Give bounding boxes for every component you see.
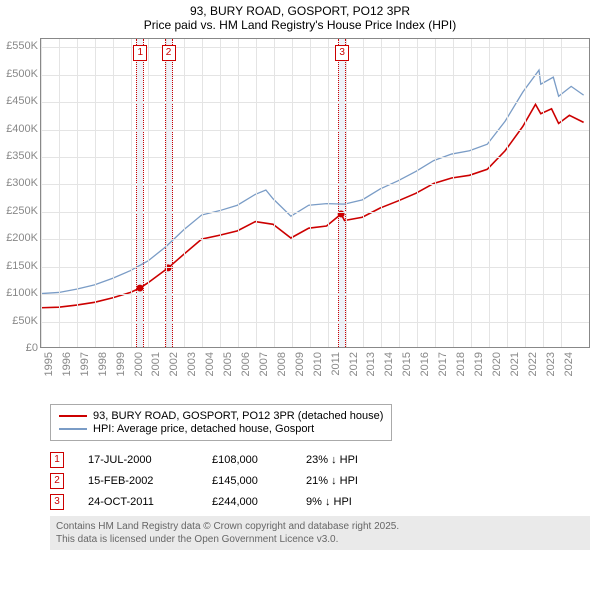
legend-swatch (59, 415, 87, 417)
y-tick-label: £550K (0, 40, 38, 52)
series-line-price_paid (41, 104, 584, 307)
sales-row: 3 24-OCT-2011 £244,000 9% ↓ HPI (50, 494, 600, 510)
y-tick-label: £300K (0, 177, 38, 189)
sales-row: 1 17-JUL-2000 £108,000 23% ↓ HPI (50, 452, 600, 468)
y-tick-label: £500K (0, 68, 38, 80)
sale-marker-label: 3 (335, 45, 349, 61)
sales-row: 2 15-FEB-2002 £145,000 21% ↓ HPI (50, 473, 600, 489)
sales-num-box: 3 (50, 494, 64, 510)
legend-item: HPI: Average price, detached house, Gosp… (59, 423, 383, 435)
sales-date: 17-JUL-2000 (88, 454, 188, 466)
y-tick-label: £200K (0, 232, 38, 244)
plot-area: 12 3 (40, 38, 590, 348)
sales-diff: 21% ↓ HPI (306, 475, 386, 487)
series-line-hpi (41, 70, 584, 293)
y-tick-label: £350K (0, 150, 38, 162)
sales-price: £108,000 (212, 454, 282, 466)
y-tick-label: £50K (0, 315, 38, 327)
sales-date: 15-FEB-2002 (88, 475, 188, 487)
legend-label: 93, BURY ROAD, GOSPORT, PO12 3PR (detach… (93, 410, 383, 422)
attribution-line: This data is licensed under the Open Gov… (56, 533, 584, 546)
legend: 93, BURY ROAD, GOSPORT, PO12 3PR (detach… (50, 404, 392, 441)
y-tick-label: £450K (0, 95, 38, 107)
legend-swatch (59, 428, 87, 430)
sale-marker-label: 2 (162, 45, 176, 61)
sale-dot (136, 285, 143, 292)
sales-date: 24-OCT-2011 (88, 496, 188, 508)
attribution-line: Contains HM Land Registry data © Crown c… (56, 520, 584, 533)
chart-subtitle: Price paid vs. HM Land Registry's House … (0, 18, 600, 32)
y-tick-label: £0 (0, 342, 38, 354)
chart-container: £0 £50K £100K £150K £200K £250K £300K £350K £400… (0, 38, 600, 398)
sales-table: 1 17-JUL-2000 £108,000 23% ↓ HPI 2 15-FEB-200… (50, 452, 600, 510)
y-tick-label: £100K (0, 287, 38, 299)
legend-item: 93, BURY ROAD, GOSPORT, PO12 3PR (detach… (59, 410, 383, 422)
legend-label: HPI: Average price, detached house, Gosp… (93, 423, 314, 435)
y-tick-label: £150K (0, 260, 38, 272)
x-tick-label: 2024 (563, 352, 600, 398)
y-tick-label: £400K (0, 123, 38, 135)
sales-price: £145,000 (212, 475, 282, 487)
sales-price: £244,000 (212, 496, 282, 508)
sales-diff: 9% ↓ HPI (306, 496, 386, 508)
y-tick-label: £250K (0, 205, 38, 217)
sales-diff: 23% ↓ HPI (306, 454, 386, 466)
sales-num-box: 1 (50, 452, 64, 468)
attribution-box: Contains HM Land Registry data © Crown c… (50, 516, 590, 550)
sale-marker-label: 1 (133, 45, 147, 61)
sales-num-box: 2 (50, 473, 64, 489)
chart-title: 93, BURY ROAD, GOSPORT, PO12 3PR (0, 4, 600, 18)
